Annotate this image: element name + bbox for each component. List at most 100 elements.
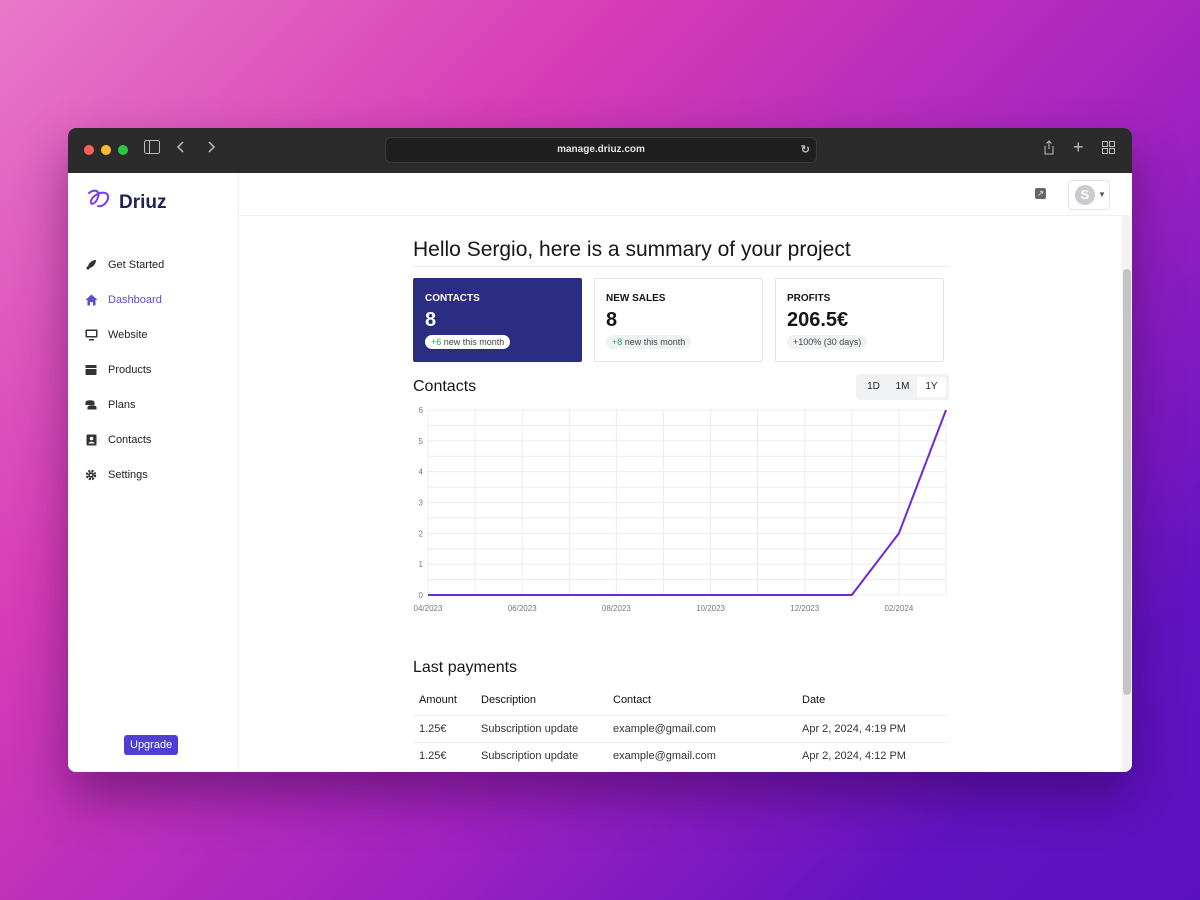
card-value: 8 [425, 309, 437, 331]
top-bar: ↗ S ▼ [239, 173, 1132, 216]
dashboard-content: Hello Sergio, here is a summary of your … [413, 215, 949, 769]
x-tick-label: 12/2023 [790, 604, 819, 613]
date-cell: Apr 2, 2024, 4:19 PM [796, 715, 949, 743]
x-tick-label: 10/2023 [696, 604, 725, 613]
contacts-series-line [428, 409, 947, 596]
last-payments-section: Last payments Amount Description Contact… [413, 659, 949, 769]
x-tick-label: 08/2023 [602, 604, 631, 613]
contact-cell: example@gmail.com [607, 715, 796, 743]
payments-table: Amount Description Contact Date 1.25€ Su… [413, 693, 949, 769]
contacts-chart-svg: 0 1 2 3 4 5 6 04/2023 06/2023 08/2023 10/2023 12/20… [414, 406, 947, 613]
contact-card-icon [84, 433, 98, 447]
summary-cards: CONTACTS 8 +6 new this month NEW SALES 8… [413, 278, 949, 362]
scrollbar[interactable] [1122, 215, 1132, 772]
contacts-card[interactable]: CONTACTS 8 +6 new this month [413, 278, 582, 362]
brand-name: Driuz [119, 191, 167, 213]
card-label: NEW SALES [606, 293, 666, 304]
share-icon[interactable] [1043, 140, 1055, 159]
card-delta: +100% [793, 337, 822, 347]
sidebar-item-label: Settings [108, 468, 148, 481]
scrollbar-thumb[interactable] [1123, 269, 1131, 695]
window-controls [84, 145, 128, 155]
date-cell: Apr 2, 2024, 4:12 PM [796, 742, 949, 769]
sidebar-item-label: Plans [108, 398, 136, 411]
monitor-icon [84, 328, 98, 342]
card-delta-note: (30 days) [821, 337, 862, 347]
card-label: CONTACTS [425, 293, 480, 304]
card-delta-badge: +8 new this month [606, 335, 692, 349]
browser-toolbar: manage.driuz.com ↻ + [68, 128, 1132, 174]
brand-logo[interactable]: Driuz [86, 188, 167, 217]
sidebar-item-website[interactable]: Website [84, 317, 164, 352]
card-value: 206.5€ [787, 309, 849, 331]
card-label: PROFITS [787, 293, 831, 304]
external-link-icon[interactable]: ↗ [1035, 188, 1046, 199]
y-tick-label: 2 [419, 529, 424, 538]
table-row[interactable]: 1.25€ Subscription update example@gmail.… [413, 742, 949, 769]
y-tick-label: 5 [419, 437, 424, 446]
new-sales-card[interactable]: NEW SALES 8 +8 new this month [594, 278, 763, 362]
range-selector: 1D 1M 1Y [856, 374, 949, 400]
upgrade-button[interactable]: Upgrade [124, 735, 179, 755]
y-tick-label: 3 [419, 499, 424, 508]
forward-icon[interactable] [206, 140, 216, 158]
column-header: Contact [613, 694, 651, 706]
amount-cell: 1.25€ [413, 715, 475, 743]
app-shell: Driuz Get Started Dashboard [68, 173, 1132, 772]
range-1m-button[interactable]: 1M [895, 381, 910, 392]
card-delta: +6 [431, 337, 442, 347]
minimize-window-button[interactable] [101, 145, 111, 155]
browser-window: manage.driuz.com ↻ + Driuz [68, 128, 1132, 772]
column-header: Amount [419, 694, 457, 706]
sidebar-item-label: Dashboard [108, 293, 162, 306]
x-tick-label: 04/2023 [414, 604, 443, 613]
column-header: Date [802, 694, 826, 706]
sidebar-item-contacts[interactable]: Contacts [84, 422, 164, 457]
card-delta-note: new this month [622, 337, 686, 347]
url-text: manage.driuz.com [557, 144, 645, 155]
caret-down-icon: ▼ [1098, 190, 1106, 199]
address-bar[interactable]: manage.driuz.com ↻ [385, 137, 817, 163]
main-area: ↗ S ▼ Hello Sergio, here is a summary of… [239, 173, 1132, 772]
sidebar-item-dashboard[interactable]: Dashboard [84, 282, 164, 317]
sidebar-item-settings[interactable]: Settings [84, 457, 164, 492]
sidebar-item-products[interactable]: Products [84, 352, 164, 387]
user-menu[interactable]: S ▼ [1068, 180, 1110, 210]
page-title: Hello Sergio, here is a summary of your … [413, 238, 949, 267]
sidebar-item-label: Website [108, 328, 148, 341]
zoom-window-button[interactable] [118, 145, 128, 155]
card-delta: +8 [612, 337, 623, 347]
contact-cell: example@gmail.com [607, 742, 796, 769]
sidebar-item-plans[interactable]: Plans [84, 387, 164, 422]
reload-icon[interactable]: ↻ [800, 144, 810, 156]
column-header: Description [481, 694, 537, 706]
card-delta-badge: +6 new this month [425, 335, 511, 349]
sidebar-item-label: Contacts [108, 433, 152, 446]
amount-cell: 1.25€ [413, 742, 475, 769]
range-1y-button[interactable]: 1Y [917, 377, 946, 397]
tab-overview-icon[interactable] [1102, 140, 1115, 158]
new-tab-icon[interactable]: + [1073, 137, 1084, 157]
rocket-icon [84, 258, 98, 272]
y-tick-label: 6 [419, 406, 424, 415]
x-tick-label: 02/2024 [884, 604, 913, 613]
range-1d-button[interactable]: 1D [867, 381, 880, 392]
card-delta-note: new this month [441, 337, 505, 347]
profits-card[interactable]: PROFITS 206.5€ +100% (30 days) [775, 278, 944, 362]
card-value: 8 [606, 309, 618, 331]
sidebar-item-get-started[interactable]: Get Started [84, 247, 164, 282]
sidebar-nav: Get Started Dashboard Website [84, 247, 164, 492]
y-tick-label: 0 [419, 591, 424, 600]
close-window-button[interactable] [84, 145, 94, 155]
payments-title: Last payments [413, 659, 518, 676]
table-header-row: Amount Description Contact Date [413, 693, 949, 716]
x-tick-label: 06/2023 [508, 604, 537, 613]
sidebar-toggle-icon[interactable] [144, 140, 160, 158]
card-delta-badge: +100% (30 days) [787, 335, 868, 349]
home-icon [84, 293, 98, 307]
back-icon[interactable] [176, 140, 186, 158]
box-icon [84, 363, 98, 377]
sidebar-item-label: Products [108, 363, 152, 376]
table-row[interactable]: 1.25€ Subscription update example@gmail.… [413, 715, 949, 743]
chart-title: Contacts [413, 378, 477, 395]
